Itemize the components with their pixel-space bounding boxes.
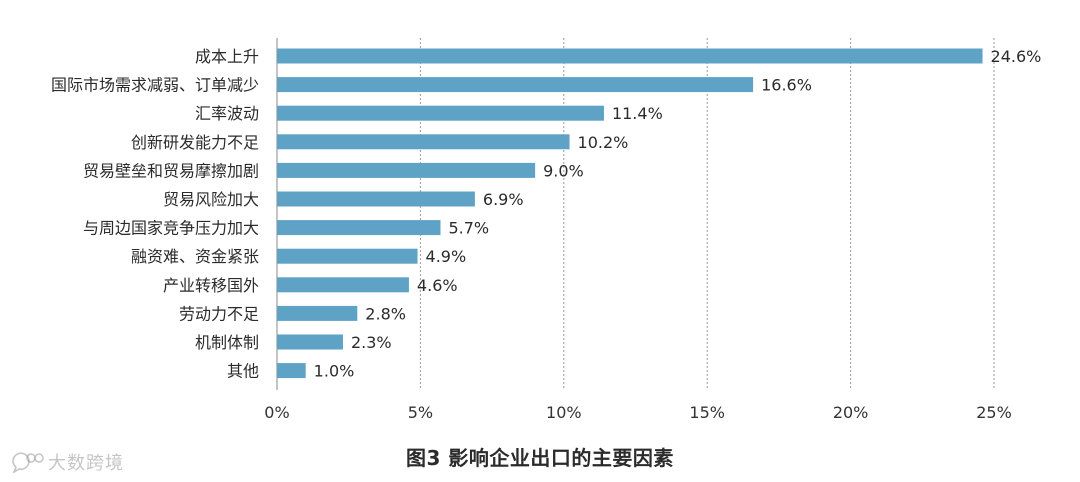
data-label: 6.9%: [483, 190, 524, 209]
bar: [277, 77, 754, 93]
data-label: 4.6%: [417, 276, 458, 295]
data-label: 10.2%: [578, 133, 629, 152]
bar: [277, 105, 604, 121]
data-label: 1.0%: [314, 362, 355, 381]
bar: [277, 48, 983, 64]
chat-bubble-icon: [12, 452, 44, 473]
category-label: 融资难、资金紧张: [131, 247, 259, 266]
data-label: 11.4%: [612, 104, 663, 123]
category-label: 汇率波动: [195, 104, 259, 123]
watermark-text: 大数跨境: [48, 453, 124, 474]
bar: [277, 305, 358, 321]
bar: [277, 363, 306, 379]
data-label: 5.7%: [448, 219, 489, 238]
x-tick-label: 10%: [546, 403, 582, 422]
category-label: 贸易壁垒和贸易摩擦加剧: [83, 161, 259, 180]
category-label: 成本上升: [195, 47, 259, 66]
x-tick-label: 15%: [689, 403, 725, 422]
category-label: 贸易风险加大: [163, 190, 259, 209]
x-tick-label: 25%: [976, 403, 1012, 422]
category-label: 创新研发能力不足: [131, 133, 259, 152]
data-label: 2.8%: [365, 304, 406, 323]
data-label: 24.6%: [991, 47, 1042, 66]
data-label: 4.9%: [426, 247, 467, 266]
data-label: 9.0%: [543, 161, 584, 180]
chart-title: 图3 影响企业出口的主要因素: [406, 446, 674, 470]
bar: [277, 277, 409, 293]
category-label: 与周边国家竞争压力加大: [83, 219, 259, 238]
bar: [277, 162, 536, 178]
category-label: 国际市场需求减弱、订单减少: [51, 76, 259, 95]
x-tick-label: 5%: [408, 403, 433, 422]
bar: [277, 191, 475, 207]
watermark: 大数跨境: [10, 449, 124, 475]
category-label: 其他: [227, 362, 259, 381]
bar: [277, 248, 418, 264]
bar: [277, 220, 441, 236]
category-label: 机制体制: [195, 333, 259, 352]
category-label: 劳动力不足: [179, 304, 259, 323]
data-label: 2.3%: [351, 333, 392, 352]
data-label: 16.6%: [761, 76, 812, 95]
x-tick-label: 0%: [264, 403, 289, 422]
x-tick-label: 20%: [833, 403, 869, 422]
bar: [277, 334, 343, 350]
category-label: 产业转移国外: [163, 276, 259, 295]
bar: [277, 134, 570, 150]
